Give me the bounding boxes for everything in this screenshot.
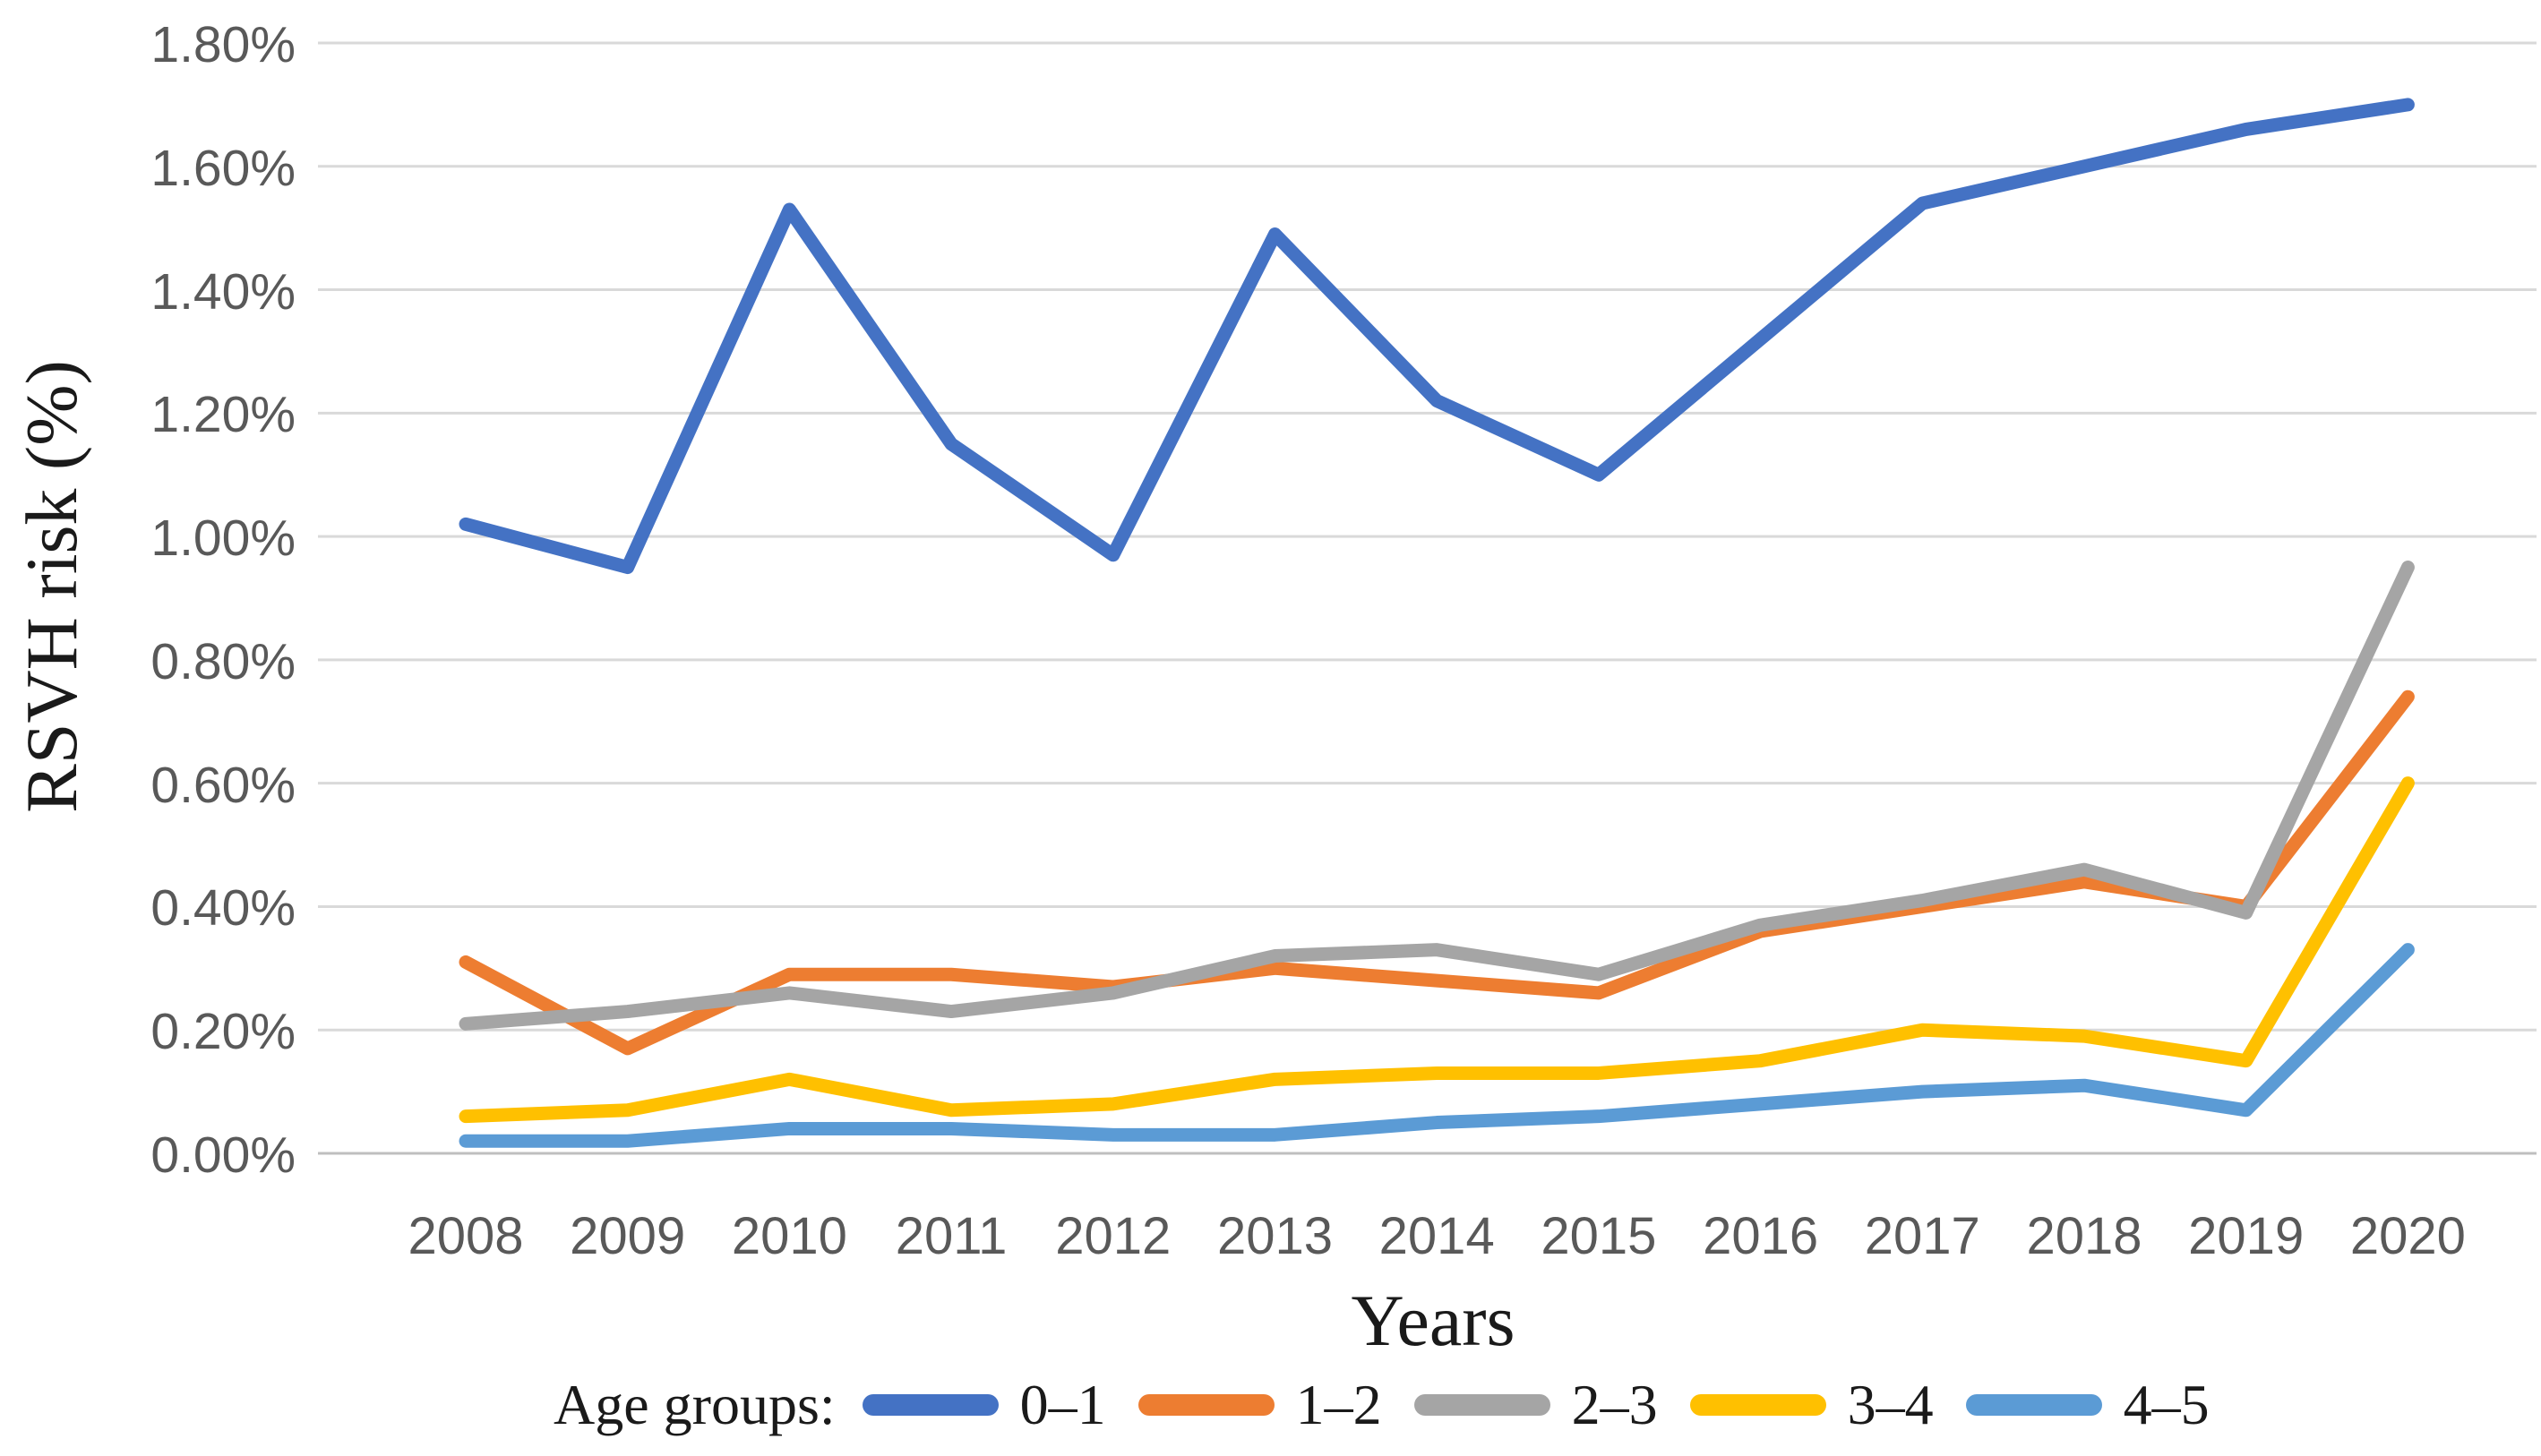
legend-label: 3–4 [1847, 1373, 1934, 1436]
x-tick-label: 2011 [895, 1207, 1008, 1265]
legend-item: 4–5 [1965, 1372, 2210, 1438]
y-axis-title: RSVH risk (%) [11, 360, 92, 813]
x-tick-label: 2013 [1216, 1207, 1334, 1265]
x-tick-label: 2015 [1541, 1207, 1657, 1265]
legend-item: 1–2 [1137, 1372, 1382, 1438]
y-tick-label: 1.60% [150, 139, 296, 197]
series-line-3–4 [459, 776, 2415, 1124]
x-tick-label: 2014 [1378, 1207, 1495, 1265]
y-tick-label: 1.00% [150, 510, 296, 568]
series-line-2–3 [459, 561, 2415, 1031]
x-tick-label: 2017 [1864, 1207, 1980, 1265]
series-line-4–5 [459, 943, 2415, 1148]
y-tick-label: 0.00% [150, 1126, 296, 1184]
legend-label: 2–3 [1571, 1373, 1658, 1436]
legend-title: Age groups: [554, 1373, 836, 1436]
x-tick-label: 2009 [570, 1207, 686, 1265]
x-tick-label: 2012 [1055, 1207, 1172, 1265]
y-tick-label: 1.80% [150, 16, 296, 73]
legend-swatch-icon [1137, 1394, 1275, 1416]
x-tick-label: 2020 [2349, 1207, 2466, 1265]
y-tick-label: 1.40% [150, 262, 296, 321]
x-axis-title: Years [1351, 1280, 1515, 1361]
x-tick-label: 2010 [731, 1207, 847, 1265]
legend-swatch-icon [862, 1394, 999, 1416]
y-tick-label: 0.60% [150, 756, 296, 814]
legend-items: 0–1 1–2 2–3 3–4 4–5 [862, 1372, 2242, 1438]
y-tick-label: 0.40% [150, 879, 296, 938]
legend-item: 0–1 [862, 1372, 1106, 1438]
y-tick-label: 0.80% [150, 632, 296, 690]
legend-label: 0–1 [1019, 1373, 1106, 1436]
legend-item: 2–3 [1413, 1372, 1658, 1438]
legend-label: 4–5 [2123, 1373, 2210, 1436]
x-tick-label: 2018 [2026, 1207, 2142, 1265]
legend-label: 1–2 [1295, 1373, 1382, 1436]
legend-swatch-icon [1965, 1394, 2102, 1416]
y-tick-label: 1.20% [150, 386, 296, 444]
legend-swatch-icon [1413, 1394, 1550, 1416]
legend-item: 3–4 [1689, 1372, 1934, 1438]
legend: Age groups: 0–1 1–2 2–3 3–4 4–5 [554, 1372, 2242, 1438]
y-tick-label: 0.20% [150, 1003, 296, 1061]
x-tick-label: 2016 [1703, 1207, 1819, 1265]
x-tick-label: 2008 [408, 1207, 524, 1265]
legend-swatch-icon [1689, 1394, 1826, 1416]
x-tick-label: 2019 [2188, 1207, 2305, 1265]
series-line-0–1 [459, 98, 2415, 575]
series-line-1–2 [459, 689, 2415, 1056]
